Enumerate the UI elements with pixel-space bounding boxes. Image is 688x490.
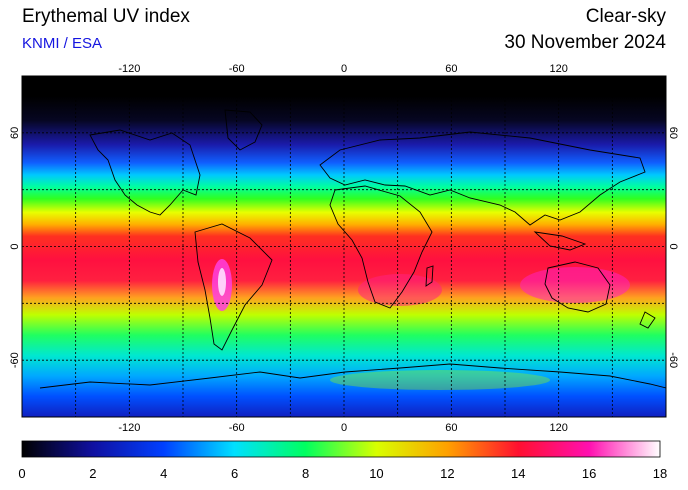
lat-ticks-left: 60 0 -60 bbox=[9, 127, 21, 368]
australia-hotspot bbox=[520, 267, 630, 303]
colorbar-tick-label: 6 bbox=[231, 466, 238, 481]
colorbar-tick-label: 16 bbox=[582, 466, 596, 481]
lon-tick-label-top: -120 bbox=[118, 63, 140, 75]
lat-tick-label-right: 60 bbox=[667, 127, 679, 139]
lon-tick-label-top: 60 bbox=[445, 63, 457, 75]
colorbar-tick-label: 2 bbox=[89, 466, 96, 481]
lon-ticks-top: -120 -60 0 60 120 bbox=[118, 63, 568, 75]
map-title: Erythemal UV index bbox=[22, 6, 190, 27]
lon-tick-label-bottom: 120 bbox=[549, 422, 567, 434]
lat-tick-label-left: -60 bbox=[9, 352, 21, 368]
graticule bbox=[22, 76, 666, 417]
africa-hotspot bbox=[358, 274, 442, 306]
lon-tick-label-bottom: 0 bbox=[341, 422, 347, 434]
greenland-coast bbox=[224, 109, 263, 151]
lon-tick-label-top: 120 bbox=[549, 63, 567, 75]
colorbar-tick-label: 14 bbox=[511, 466, 525, 481]
lat-tick-label-left: 60 bbox=[9, 127, 21, 139]
colorbar-tick-label: 8 bbox=[302, 466, 309, 481]
colorbar-tick-label: 0 bbox=[18, 466, 25, 481]
uv-hotspots bbox=[212, 259, 630, 390]
lat-tick-label-right: -60 bbox=[667, 352, 679, 368]
africa-coast bbox=[329, 185, 433, 309]
colorbar: 0 2 4 6 8 10 12 14 16 18 bbox=[18, 440, 667, 481]
lon-tick-label-top: 0 bbox=[341, 63, 347, 75]
date-label: 30 November 2024 bbox=[504, 32, 666, 53]
colorbar-tick-label: 4 bbox=[160, 466, 167, 481]
andes-peak-hotspot bbox=[218, 268, 226, 296]
australia-coast bbox=[544, 261, 611, 313]
lon-tick-label-top: -60 bbox=[229, 63, 245, 75]
map-border bbox=[21, 75, 667, 418]
credit-label: KNMI / ESA bbox=[22, 35, 103, 52]
colorbar-tick-label: 12 bbox=[440, 466, 454, 481]
lat-tick-label-left: 0 bbox=[9, 243, 21, 249]
antarctic-band bbox=[330, 370, 550, 390]
indonesia-coast bbox=[533, 231, 587, 251]
colorbar-labels: 0 2 4 6 8 10 12 14 16 18 bbox=[18, 466, 667, 481]
new-zealand-coast bbox=[639, 311, 656, 329]
south-america-coast bbox=[194, 223, 273, 351]
lon-tick-label-bottom: -60 bbox=[229, 422, 245, 434]
antarctica-coast bbox=[39, 363, 666, 389]
north-america-coast bbox=[89, 129, 201, 216]
colorbar-tick-label: 10 bbox=[369, 466, 383, 481]
lon-tick-label-bottom: -120 bbox=[118, 422, 140, 434]
map-plot-area bbox=[21, 75, 667, 418]
lon-tick-label-bottom: 60 bbox=[445, 422, 457, 434]
lat-ticks-right: 60 0 -60 bbox=[667, 127, 679, 368]
lat-tick-label-right: 0 bbox=[667, 243, 679, 249]
product-label: Clear-sky bbox=[585, 6, 666, 27]
lon-ticks-bottom: -120 -60 0 60 120 bbox=[118, 422, 568, 434]
colorbar-gradient bbox=[21, 440, 661, 458]
madagascar-coast bbox=[425, 265, 434, 287]
colorbar-tick-label: 18 bbox=[653, 466, 667, 481]
